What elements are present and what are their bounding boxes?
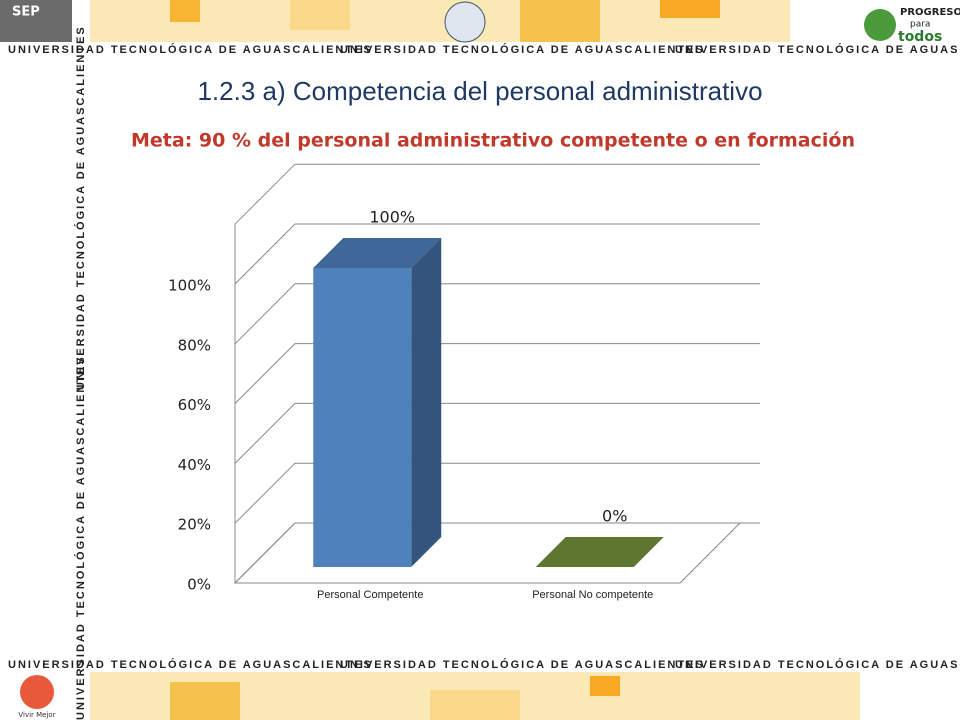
bar — [313, 238, 442, 567]
bar-face — [313, 268, 412, 567]
y-tick-label: 60% — [178, 396, 211, 414]
grid-line — [234, 462, 760, 524]
banner-text: UNIVERSIDAD TECNOLÓGICA DE AGUASCALIENTE… — [675, 43, 960, 56]
bar — [535, 537, 664, 567]
banner-text: UNIVERSIDAD TECNOLÓGICA DE AGUASCALIENTE… — [8, 658, 373, 671]
y-tick-label: 100% — [168, 277, 211, 295]
bar-face — [535, 537, 664, 567]
grid-line — [234, 163, 760, 225]
grid-line — [234, 223, 760, 285]
y-tick-label: 0% — [187, 576, 211, 594]
logo-text: todos — [898, 29, 942, 45]
top-tiles — [0, 0, 790, 42]
vivir-logo — [20, 675, 54, 709]
logo-text: para — [910, 20, 930, 30]
bottom-tiles — [90, 672, 860, 720]
value-label: 0% — [602, 507, 627, 526]
top-banner — [0, 42, 960, 58]
banner-text: UNIVERSIDAD TECNOLÓGICA DE AGUASCALIENTE… — [74, 355, 87, 720]
bar-face — [411, 238, 442, 567]
x-tick-label: Personal Competente — [317, 589, 423, 601]
banner-text: UNIVERSIDAD TECNOLÓGICA DE AGUASCALIENTE… — [675, 658, 960, 671]
chart-title: 1.2.3 a) Competencia del personal admini… — [197, 76, 762, 106]
side-banner — [72, 42, 90, 720]
progreso-logo — [864, 9, 896, 41]
bar-face — [313, 238, 442, 268]
x-tick-label: Personal No competente — [532, 589, 653, 601]
grid-line — [234, 343, 760, 404]
logo-text: SEP — [12, 5, 40, 20]
grid-line — [234, 283, 760, 345]
banner-text: UNIVERSIDAD TECNOLÓGICA DE AGUASCALIENTE… — [340, 658, 705, 671]
logo-text: Vivir Mejor — [18, 711, 55, 719]
grid-line — [234, 402, 760, 464]
banner-text: UNIVERSIDAD TECNOLÓGICA DE AGUASCALIENTE… — [340, 43, 705, 56]
y-tick-label: 40% — [178, 456, 211, 474]
y-tick-label: 20% — [178, 516, 211, 534]
y-tick-label: 80% — [178, 336, 211, 354]
banner-text: UNIVERSIDAD TECNOLÓGICA DE AGUASCALIENTE… — [8, 43, 373, 56]
ut-logo — [444, 1, 486, 43]
logo-text: PROGRESO — [900, 7, 960, 18]
grid-line — [234, 522, 760, 584]
chart-subtitle: Meta: 90 % del personal administrativo c… — [131, 130, 855, 152]
banner-text: UNIVERSIDAD TECNOLÓGICA DE AGUASCALIENTE… — [74, 25, 87, 390]
value-label: 100% — [369, 208, 415, 227]
